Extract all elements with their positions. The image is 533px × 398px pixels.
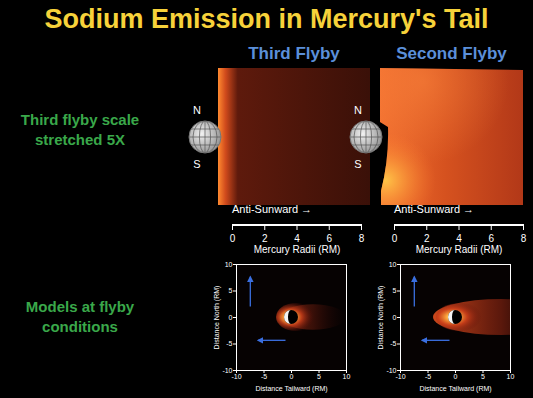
svg-text:4: 4 [456,233,462,244]
svg-text:2: 2 [424,233,430,244]
svg-text:N: N [354,104,362,116]
svg-text:8: 8 [359,233,365,244]
svg-text:5: 5 [317,373,321,380]
svg-text:-5: -5 [425,373,431,380]
svg-text:0: 0 [290,373,294,380]
svg-text:6: 6 [488,233,494,244]
svg-text:5: 5 [229,287,233,294]
svg-text:0: 0 [392,233,398,244]
svg-text:10: 10 [225,261,233,268]
svg-text:5: 5 [393,287,397,294]
svg-text:6: 6 [326,233,332,244]
html-text:Second Flyby: Second Flyby [396,44,507,63]
svg-text:4: 4 [294,233,300,244]
svg-text:-10: -10 [386,366,397,374]
svg-text:2: 2 [262,233,268,244]
svg-text:-10: -10 [395,373,405,380]
html-text:Third flyby scale stretched 5X: Third flyby scale stretched 5X [20,111,140,148]
svg-text:Distance Tailward (RM): Distance Tailward (RM) [419,385,491,393]
svg-text:Distance North (RM): Distance North (RM) [377,286,385,350]
svg-text:0: 0 [229,314,233,321]
svg-text:-5: -5 [390,340,396,347]
svg-text:8: 8 [521,233,527,244]
html-text:Models at flyby conditions: Models at flyby conditions [25,298,135,335]
svg-text:10: 10 [507,373,515,380]
svg-text:Distance North (RM): Distance North (RM) [213,286,221,350]
html-text:Third Flyby: Third Flyby [248,44,340,63]
svg-text:0: 0 [454,373,458,380]
html-text:Anti-Sunward →: Anti-Sunward → [232,203,313,215]
svg-text:N: N [193,104,201,116]
svg-text:S: S [354,158,361,170]
svg-text:0: 0 [393,314,397,321]
svg-text:Distance Tailward (RM): Distance Tailward (RM) [255,385,327,393]
svg-text:Mercury Radii (RM): Mercury Radii (RM) [416,244,503,255]
html-text:Sodium Emission in Mercury's T: Sodium Emission in Mercury's Tail [44,4,489,34]
svg-text:S: S [193,158,200,170]
svg-text:-10: -10 [231,373,241,380]
svg-text:-10: -10 [222,366,233,374]
html-text:Anti-Sunward →: Anti-Sunward → [394,203,475,215]
svg-text:10: 10 [389,261,397,268]
svg-text:-5: -5 [226,340,232,347]
svg-text:10: 10 [343,373,351,380]
svg-text:-5: -5 [261,373,267,380]
svg-text:5: 5 [481,373,485,380]
svg-text:0: 0 [230,233,236,244]
svg-text:Mercury Radii (RM): Mercury Radii (RM) [254,244,341,255]
